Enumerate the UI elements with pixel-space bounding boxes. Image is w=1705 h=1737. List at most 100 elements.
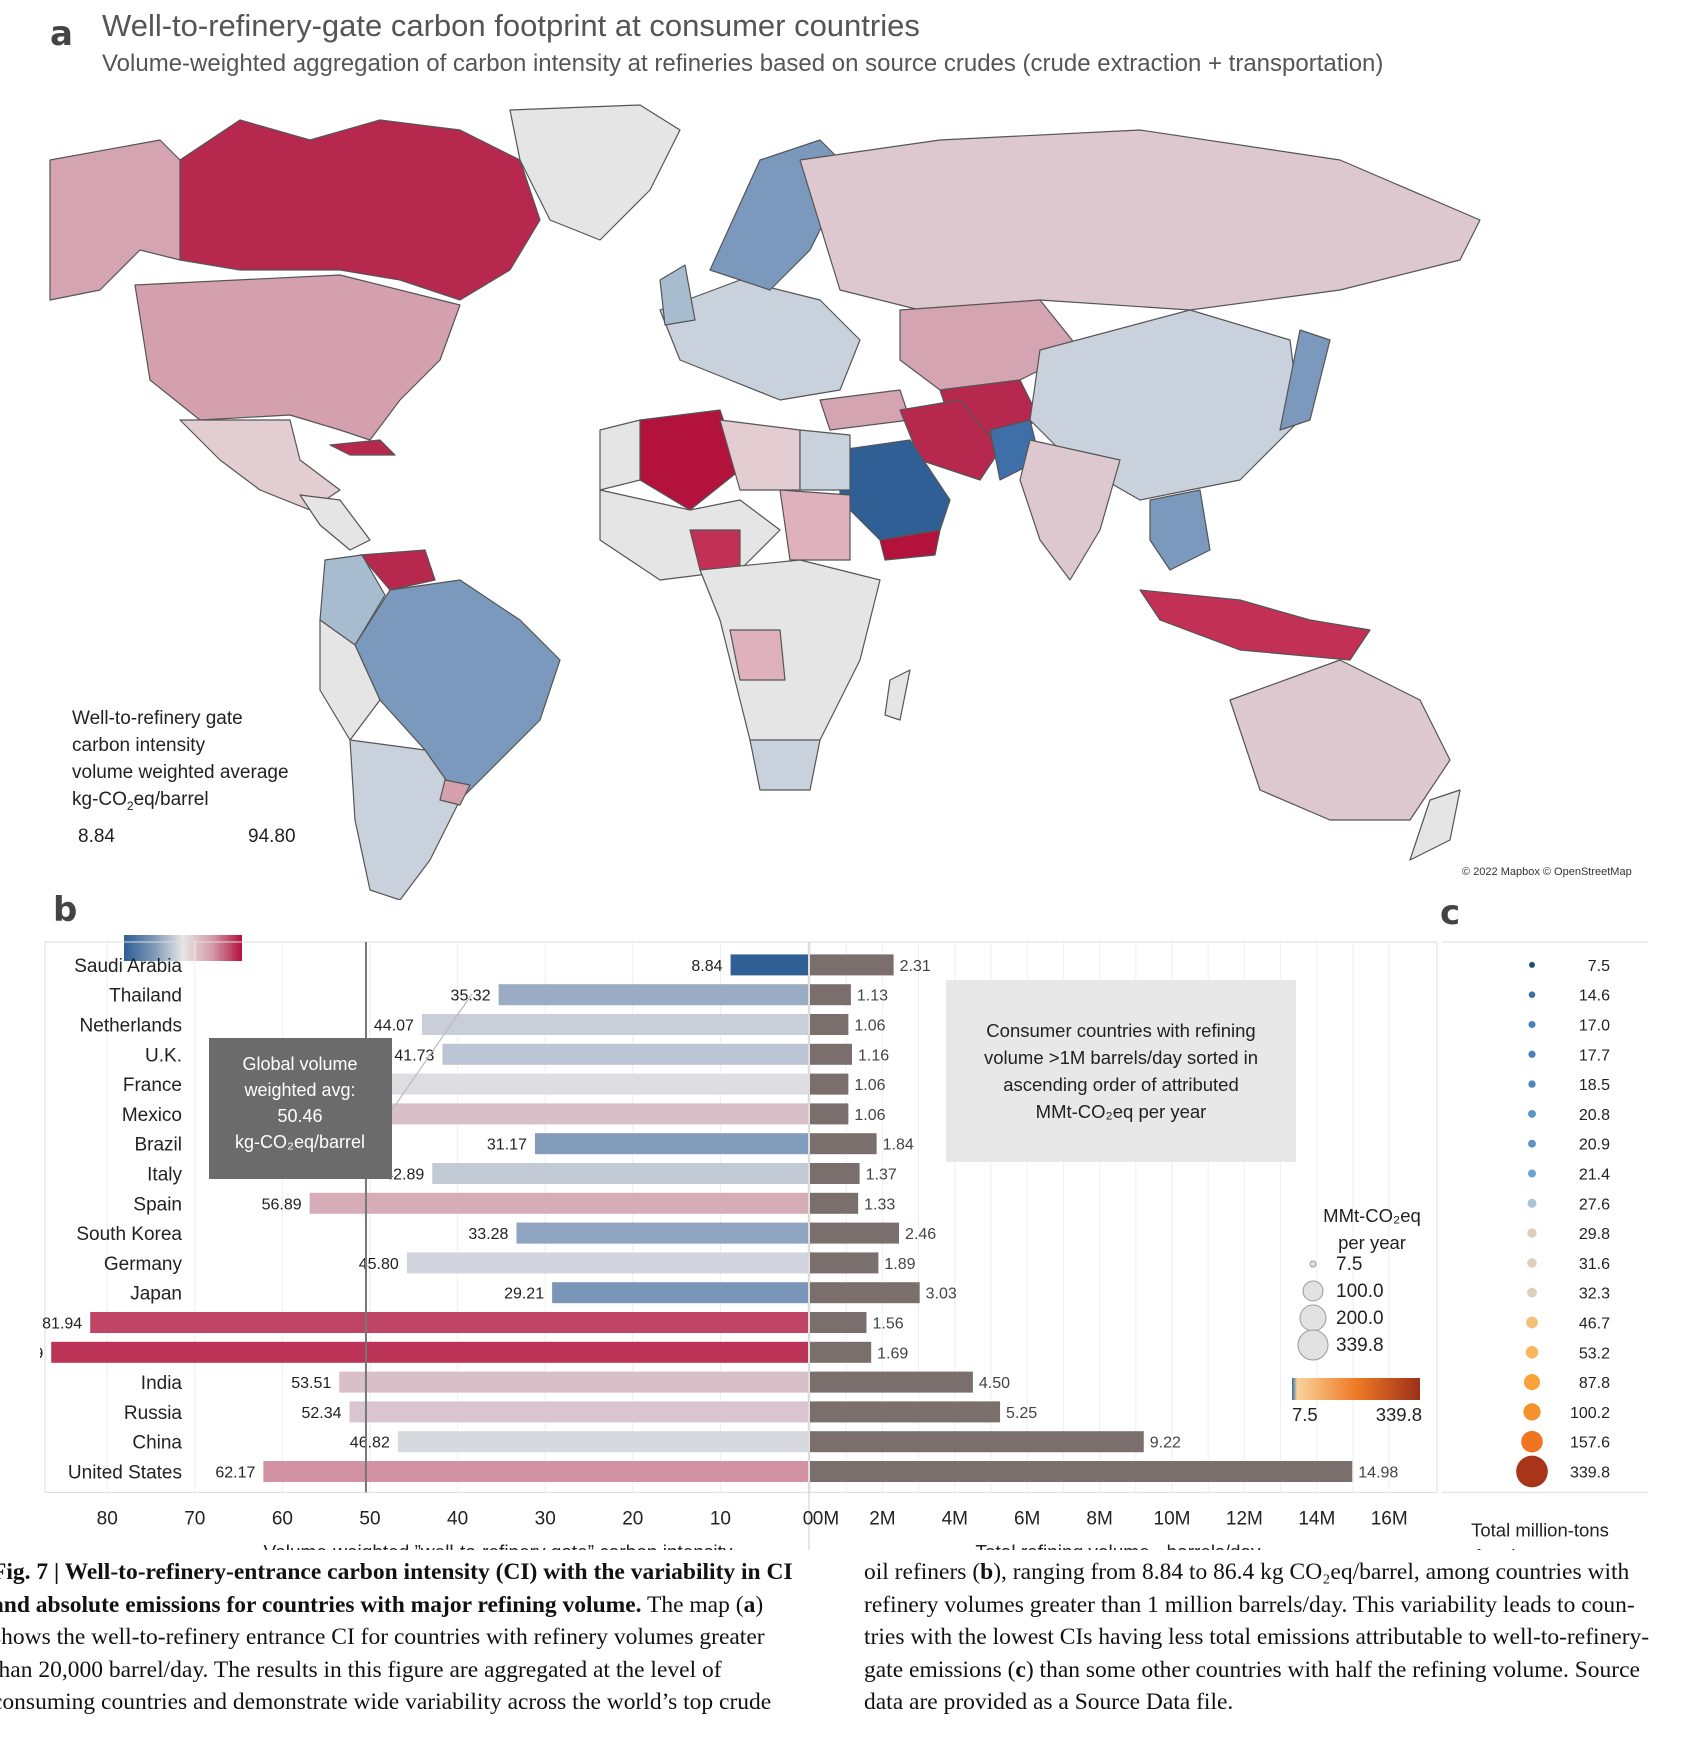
map-region-alaska (49, 139, 191, 301)
emission-bubble (1521, 1430, 1543, 1453)
volume-bar (810, 1461, 1353, 1482)
caption-segment: oil refiners ( (864, 1559, 981, 1585)
map-region-angola (729, 629, 786, 681)
annotation-leader (391, 993, 473, 1111)
ci-bar (516, 1222, 808, 1244)
volume-bar (810, 1014, 849, 1035)
emission-value-label: 20.8 (1579, 1107, 1610, 1124)
ci-bar (534, 1133, 808, 1155)
x-tick-left: 30 (535, 1508, 556, 1529)
emission-value-label: 31.6 (1579, 1256, 1610, 1273)
volume-bar (810, 1073, 849, 1095)
volume-bar (810, 1103, 849, 1125)
map-legend: Well-to-refinery gate carbon intensity v… (72, 705, 296, 961)
x-tick-right: 16M (1371, 1508, 1408, 1529)
x-tick-right: 10M (1154, 1508, 1191, 1529)
world-map (49, 104, 1481, 900)
ci-bar (339, 1103, 808, 1125)
emission-bubble (1525, 1346, 1539, 1359)
caption-line: refinery volumes greater than 1 million … (864, 1589, 1704, 1622)
volume-value-label: 1.37 (866, 1167, 897, 1184)
ci-bar (349, 1401, 808, 1423)
volume-bar (810, 1371, 973, 1393)
volume-bar (810, 1341, 872, 1363)
ci-value-label: 52.34 (301, 1405, 341, 1422)
ci-value-label: 42.89 (384, 1167, 424, 1184)
caption-segment: data are provided as a Source Data file. (864, 1689, 1234, 1715)
ci-bar (339, 1371, 808, 1393)
sorting-note-text: volume >1M barrels/day sorted in (984, 1047, 1258, 1068)
volume-bar (810, 1312, 867, 1333)
ci-bar (309, 1192, 808, 1214)
caption-segment: consuming countries and demonstrate wide… (0, 1689, 772, 1715)
category-label: U.K. (145, 1045, 182, 1066)
emission-bubble (1528, 1139, 1536, 1148)
ci-value-label: 33.28 (468, 1226, 508, 1243)
ci-value-label: 31.17 (487, 1137, 527, 1154)
emission-value-label: 32.3 (1579, 1286, 1610, 1303)
emission-bubble (1527, 1258, 1537, 1268)
ci-value-label: 45.80 (359, 1256, 399, 1273)
volume-value-label: 9.22 (1150, 1435, 1181, 1452)
emission-bubble (1523, 1403, 1541, 1421)
ci-value-label: 62.17 (215, 1465, 255, 1482)
ci-bar (442, 1043, 808, 1065)
volume-value-label: 1.16 (858, 1047, 889, 1064)
caption-line: Fig. 7 | Well-to-refinery-entrance carbo… (0, 1556, 832, 1589)
emission-bubble (1526, 1316, 1538, 1329)
category-label: Netherlands (80, 1016, 182, 1037)
category-label: Brazil (134, 1135, 182, 1156)
ci-bar (552, 1282, 808, 1304)
volume-value-label: 1.56 (872, 1316, 903, 1333)
size-legend-label: 7.5 (1336, 1254, 1362, 1275)
size-legend-circle (1309, 1260, 1317, 1268)
volume-value-label: 14.98 (1358, 1465, 1398, 1482)
emission-value-label: 18.5 (1579, 1077, 1610, 1094)
x-tick-left: 40 (447, 1508, 468, 1529)
caption-segment: ) than some other countries with half th… (1025, 1656, 1640, 1683)
map-region-venezuela (359, 549, 436, 591)
emission-value-label: 29.8 (1579, 1226, 1610, 1243)
x-tick-left: 60 (272, 1508, 293, 1529)
map-region-argentina (349, 739, 461, 900)
category-label: India (141, 1373, 183, 1394)
volume-bar (810, 1401, 1001, 1423)
map-region-canada (179, 119, 541, 301)
size-legend-title: per year (1338, 1232, 1406, 1253)
volume-bar (810, 984, 851, 1006)
emission-value-label: 17.7 (1579, 1047, 1610, 1064)
sorting-note-text: ascending order of attributed (1003, 1074, 1239, 1095)
map-legend-line-1: Well-to-refinery gate (72, 708, 243, 729)
category-label: Thailand (109, 986, 182, 1007)
caption-line: than 20,000 barrel/day. The results in t… (0, 1654, 832, 1687)
ci-value-label: 53.51 (291, 1375, 331, 1392)
x-tick-left: 80 (97, 1508, 118, 1529)
size-legend-label: 200.0 (1336, 1308, 1384, 1329)
map-legend-min: 8.84 (78, 825, 115, 847)
emission-bubble (1528, 1080, 1536, 1088)
chart-frame (44, 941, 1438, 1493)
category-label: South Korea (76, 1224, 182, 1245)
color-legend-max: 339.8 (1376, 1404, 1422, 1425)
caption-segment: ), ranging from 8.84 to 86.4 kg CO₂eq/ba… (993, 1559, 1630, 1585)
figure-title: Well-to-refinery-gate carbon footprint a… (102, 8, 920, 43)
volume-bar (810, 1252, 879, 1274)
category-label: United States (68, 1463, 182, 1484)
emission-bubble (1527, 1228, 1537, 1238)
volume-value-label: 1.13 (857, 988, 888, 1005)
ci-bar (432, 1163, 808, 1184)
map-region-uk (659, 264, 696, 326)
ci-bar (51, 1341, 808, 1363)
volume-bar (810, 1431, 1144, 1453)
ci-value-label: 29.21 (504, 1286, 544, 1303)
emission-bubble (1523, 1374, 1541, 1391)
volume-bar (810, 1163, 860, 1184)
map-legend-unit-post: eq/barrel (133, 789, 209, 810)
volume-bar (810, 1043, 852, 1065)
caption-segment: refinery volumes greater than 1 million … (864, 1591, 1635, 1618)
map-legend-unit-pre: kg-CO (72, 789, 127, 810)
category-label: Mexico (122, 1105, 182, 1126)
size-legend-label: 339.8 (1336, 1335, 1384, 1356)
size-legend-label: 100.0 (1336, 1281, 1384, 1302)
caption-segment: and absolute emissions for countries wit… (0, 1591, 642, 1618)
